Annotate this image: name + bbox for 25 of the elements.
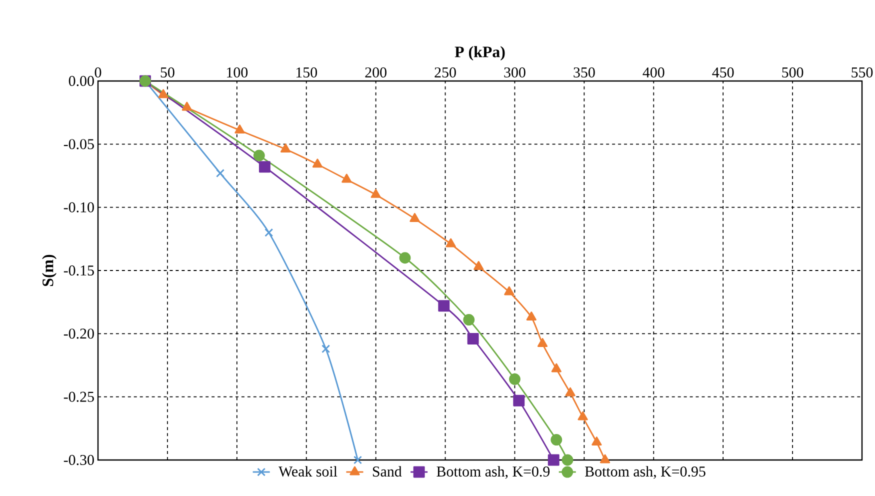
- x-tick-label: 50: [160, 67, 174, 78]
- x-tick-label: 150: [296, 67, 318, 78]
- x-tick-label: 300: [504, 67, 526, 78]
- y-tick-label: -0.15: [64, 265, 94, 276]
- legend-label: Weak soil: [278, 466, 338, 477]
- x-tick-label: 400: [642, 67, 664, 78]
- x-tick-label: 100: [227, 67, 248, 78]
- x-axis-title: P (kPa): [454, 46, 505, 61]
- legend-label: Bottom ash, K=0.9: [436, 466, 550, 479]
- x-tick-label: 250: [434, 67, 456, 78]
- x-tick-label: 450: [712, 67, 734, 78]
- legend-label: Sand: [372, 466, 402, 477]
- y-tick-label: -0.30: [64, 454, 94, 466]
- x-tick-label: 550: [852, 67, 873, 78]
- y-tick-label: -0.10: [64, 202, 94, 212]
- y-tick-label: -0.25: [64, 392, 94, 402]
- y-tick-label: 0.00: [68, 76, 94, 86]
- legend-label: Bottom ash, K=0.95: [585, 466, 706, 479]
- y-axis-title: S(m): [42, 254, 57, 286]
- x-tick-label: 0: [94, 67, 102, 78]
- x-tick-label: 500: [782, 67, 804, 78]
- x-tick-label: 200: [365, 67, 386, 78]
- y-tick-label: -0.05: [64, 139, 94, 150]
- x-tick-label: 350: [574, 67, 595, 78]
- y-tick-label: -0.20: [64, 328, 94, 339]
